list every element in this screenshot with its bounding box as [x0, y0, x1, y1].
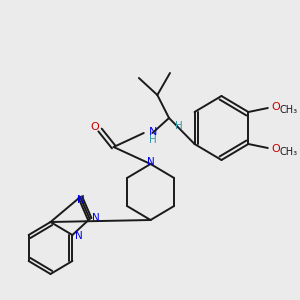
Text: H: H — [148, 135, 156, 145]
Text: H: H — [175, 121, 183, 131]
Text: N: N — [148, 127, 157, 137]
Text: O: O — [272, 102, 280, 112]
Text: N: N — [92, 213, 99, 223]
Text: CH₃: CH₃ — [280, 105, 298, 115]
Text: N: N — [75, 231, 83, 241]
Text: N: N — [77, 195, 85, 205]
Text: CH₃: CH₃ — [280, 147, 298, 157]
Text: O: O — [91, 122, 100, 132]
Text: O: O — [272, 144, 280, 154]
Text: N: N — [147, 157, 154, 167]
